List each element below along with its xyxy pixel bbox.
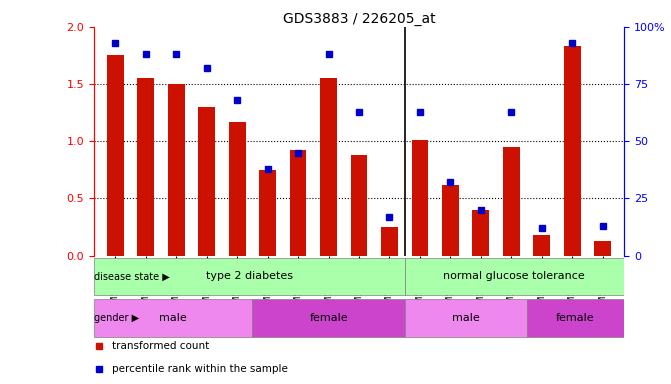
Bar [320,78,337,256]
Bar [94,300,252,337]
Bar [595,241,611,256]
Bar [107,55,123,256]
Bar [199,107,215,256]
Text: male: male [452,313,480,323]
Bar [405,300,527,337]
Bar [94,258,405,295]
Text: disease state ▶: disease state ▶ [94,271,170,281]
Text: female: female [556,313,595,323]
Bar [168,84,185,256]
Bar [503,147,519,256]
Text: female: female [309,313,348,323]
Text: percentile rank within the sample: percentile rank within the sample [113,364,289,374]
Bar [527,300,624,337]
Bar [442,185,459,256]
Bar [381,227,398,256]
Text: type 2 diabetes: type 2 diabetes [206,271,293,281]
Bar [564,46,580,256]
Bar [252,300,405,337]
Bar [351,155,367,256]
Text: male: male [159,313,187,323]
Bar [472,210,489,256]
Title: GDS3883 / 226205_at: GDS3883 / 226205_at [282,12,435,26]
Bar [229,122,246,256]
Bar [533,235,550,256]
Bar [405,258,624,295]
Text: transformed count: transformed count [113,341,210,351]
Text: gender ▶: gender ▶ [94,313,140,323]
Text: normal glucose tolerance: normal glucose tolerance [444,271,585,281]
Bar [259,170,276,256]
Bar [411,140,428,256]
Bar [138,78,154,256]
Bar [290,151,307,256]
